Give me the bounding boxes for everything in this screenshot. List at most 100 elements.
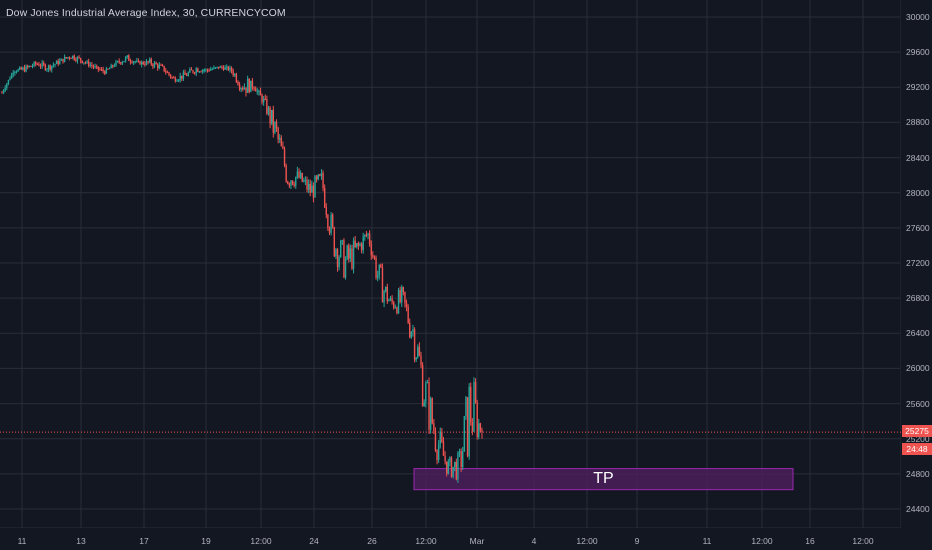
candle-body: [150, 59, 152, 65]
candle-body: [224, 67, 226, 70]
candle-body: [399, 290, 401, 303]
candle-body: [250, 80, 252, 93]
candle-body: [279, 138, 281, 140]
candle-body: [352, 240, 355, 269]
price-tick-label: 25600: [906, 398, 930, 409]
candle-body: [468, 386, 470, 457]
candle-body: [165, 71, 167, 73]
candle-body: [134, 61, 136, 63]
candle-body: [157, 64, 159, 69]
candle-body: [299, 172, 302, 178]
candle-body: [460, 451, 462, 468]
candle-body: [214, 67, 217, 69]
candle-body: [158, 64, 161, 69]
candle-body: [113, 65, 116, 67]
candle-body: [65, 57, 67, 59]
price-tick-label: 25200: [906, 433, 930, 444]
candle-body: [51, 65, 53, 70]
candle-body: [107, 68, 109, 70]
candle-body: [168, 72, 170, 75]
price-tick-label: 29200: [906, 82, 930, 93]
price-tick-label: 27600: [906, 222, 930, 233]
candle-body: [59, 60, 61, 64]
candle-body: [26, 65, 29, 67]
candle-body: [261, 95, 263, 103]
candle-body: [274, 122, 276, 133]
candle-body: [307, 183, 310, 190]
tp-zone-rect[interactable]: [413, 468, 794, 491]
candle-body: [354, 240, 356, 247]
candle-body: [471, 422, 474, 432]
time-tick-label: 12:00: [852, 536, 874, 546]
price-tick-label: 28000: [906, 187, 930, 198]
candle-body: [458, 451, 461, 453]
candle-body: [405, 303, 408, 307]
time-tick-label: 11: [17, 536, 27, 546]
candle-body: [218, 66, 220, 68]
time-axis[interactable]: [0, 528, 932, 550]
candle-body: [121, 62, 124, 64]
candle-body: [473, 381, 475, 432]
candle-body: [314, 176, 316, 198]
candle-body: [197, 68, 199, 72]
candle-body: [124, 57, 127, 61]
candle-body: [92, 65, 95, 67]
time-tick-label: 19: [201, 536, 211, 546]
candle-body: [293, 184, 295, 186]
candle-body: [144, 63, 146, 65]
candle-body: [1, 92, 3, 94]
time-tick-label: 4: [531, 536, 537, 546]
candle-body: [254, 88, 257, 92]
last-price-badge: 25275: [902, 425, 932, 437]
candle-body: [52, 64, 55, 66]
time-tick-label: 13: [76, 536, 86, 546]
candle-body: [383, 291, 385, 303]
candle-body: [311, 185, 313, 193]
candle-body: [234, 74, 236, 76]
candle-body: [83, 62, 85, 64]
candle-body: [282, 146, 284, 149]
candle-body: [466, 397, 469, 457]
candle-body: [413, 329, 416, 360]
candle-body: [380, 264, 382, 268]
candle-body: [425, 383, 427, 403]
candle-body: [63, 57, 66, 62]
candle-body: [258, 91, 260, 93]
candle-body: [391, 298, 393, 302]
candle-body: [418, 346, 421, 356]
candle-body: [319, 174, 321, 176]
candle-body: [49, 65, 51, 70]
candle-body: [447, 461, 449, 474]
candle-body: [14, 71, 16, 73]
candle-body: [394, 307, 397, 309]
candle-body: [240, 88, 242, 90]
candle-body: [198, 71, 201, 73]
candle-body: [242, 88, 244, 90]
price-axis[interactable]: [901, 0, 932, 528]
candle-body: [62, 58, 64, 62]
candle-body: [213, 67, 215, 69]
candle-body: [253, 87, 255, 89]
candle-body: [147, 61, 149, 63]
candle-body: [315, 176, 318, 180]
time-tick-label: 24: [309, 536, 319, 546]
candle-body: [404, 291, 406, 304]
candle-body: [389, 298, 392, 300]
candle-body: [288, 183, 291, 186]
candle-body: [116, 61, 119, 63]
candle-body: [222, 67, 225, 70]
candle-body: [376, 275, 379, 278]
candle-body: [457, 452, 459, 480]
candle-body: [428, 381, 430, 430]
candle-body: [195, 68, 197, 74]
candle-body: [330, 214, 332, 233]
candle-body: [481, 430, 483, 433]
candle-body: [264, 98, 266, 100]
candle-body: [280, 138, 283, 147]
candle-body: [160, 64, 162, 66]
price-tick-label: 26400: [906, 328, 930, 339]
candle-body: [192, 70, 194, 73]
candle-body: [452, 466, 454, 477]
